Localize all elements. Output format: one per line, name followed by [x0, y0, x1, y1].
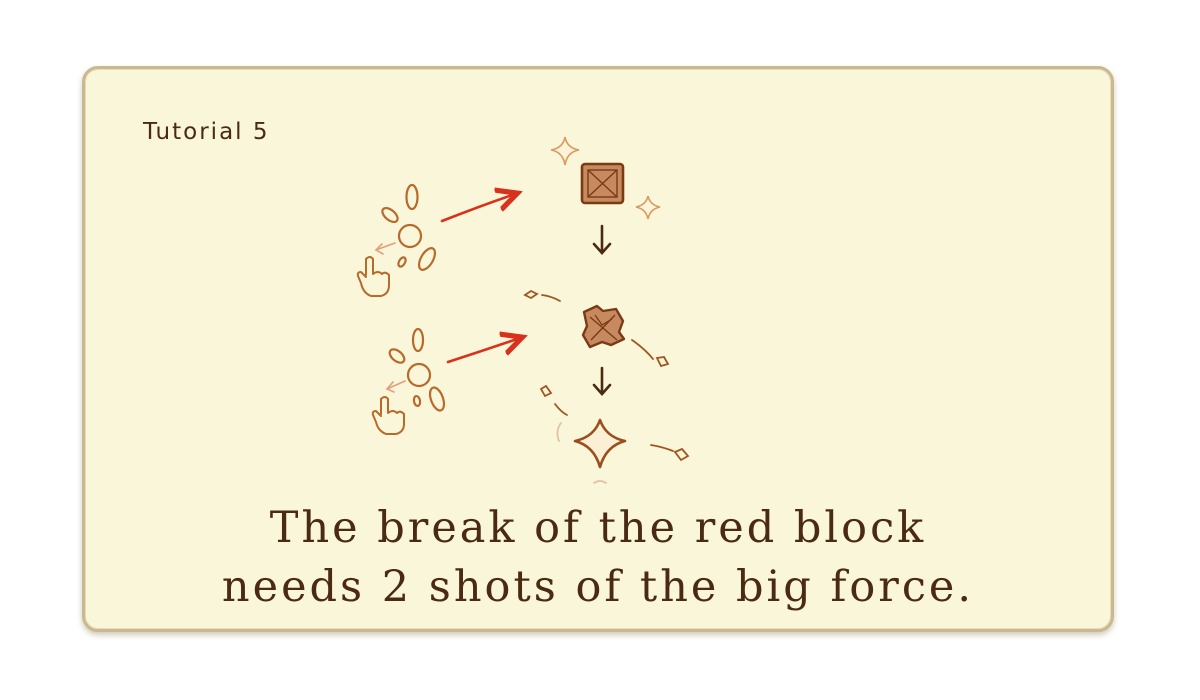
tutorial-panel: Tutorial 5 [82, 66, 1114, 632]
pull-arrow-middle [385, 380, 406, 393]
red-block-cracked [581, 304, 626, 349]
shot-arrow-middle [446, 338, 520, 364]
launcher-top [381, 183, 437, 271]
pull-arrow-top [374, 242, 396, 255]
sparkle-icon [550, 136, 580, 166]
debris-middle [523, 289, 670, 368]
tutorial-illustration [356, 136, 690, 484]
caption-line-2: needs 2 shots of the big force. [221, 562, 975, 612]
block-break-burst [573, 418, 627, 469]
caption-line-1: The break of the red block [269, 503, 927, 553]
down-arrow-icon [592, 366, 612, 396]
down-arrow-icon [592, 224, 612, 255]
finger-top-icon [356, 256, 390, 297]
debris-bottom [539, 384, 690, 484]
tutorial-title: Tutorial 5 [143, 119, 270, 145]
red-block-intact [580, 162, 625, 205]
shot-arrow-top [440, 194, 515, 223]
finger-middle-icon [371, 396, 405, 435]
sparkle-icon [635, 195, 661, 220]
launcher-middle [388, 327, 446, 412]
